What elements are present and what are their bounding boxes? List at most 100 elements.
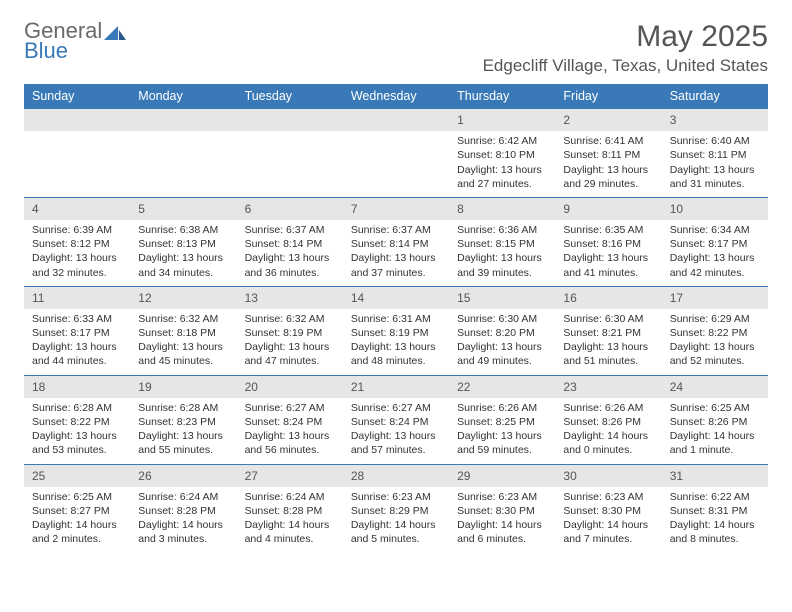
- daylight-text: and 52 minutes.: [670, 354, 760, 368]
- sunset-text: Sunset: 8:25 PM: [457, 415, 547, 429]
- sunrise-text: Sunrise: 6:38 AM: [138, 223, 228, 237]
- daylight-text: and 41 minutes.: [563, 266, 653, 280]
- daylight-text: Daylight: 14 hours: [245, 518, 335, 532]
- daylight-text: Daylight: 13 hours: [32, 251, 122, 265]
- sunset-text: Sunset: 8:23 PM: [138, 415, 228, 429]
- day-details: Sunrise: 6:25 AMSunset: 8:27 PMDaylight:…: [24, 487, 130, 553]
- day-details: Sunrise: 6:23 AMSunset: 8:30 PMDaylight:…: [449, 487, 555, 553]
- sunset-text: Sunset: 8:14 PM: [245, 237, 335, 251]
- day-cell: 29Sunrise: 6:23 AMSunset: 8:30 PMDayligh…: [449, 464, 555, 552]
- daylight-text: and 49 minutes.: [457, 354, 547, 368]
- sunrise-text: Sunrise: 6:23 AM: [457, 490, 547, 504]
- week-row: 11Sunrise: 6:33 AMSunset: 8:17 PMDayligh…: [24, 286, 768, 375]
- sunset-text: Sunset: 8:17 PM: [32, 326, 122, 340]
- daylight-text: and 2 minutes.: [32, 532, 122, 546]
- sunset-text: Sunset: 8:20 PM: [457, 326, 547, 340]
- daylight-text: and 6 minutes.: [457, 532, 547, 546]
- sunset-text: Sunset: 8:14 PM: [351, 237, 441, 251]
- day-cell: 11Sunrise: 6:33 AMSunset: 8:17 PMDayligh…: [24, 286, 130, 375]
- sunset-text: Sunset: 8:19 PM: [351, 326, 441, 340]
- day-details: Sunrise: 6:32 AMSunset: 8:19 PMDaylight:…: [237, 309, 343, 375]
- day-cell: 18Sunrise: 6:28 AMSunset: 8:22 PMDayligh…: [24, 375, 130, 464]
- day-cell: 21Sunrise: 6:27 AMSunset: 8:24 PMDayligh…: [343, 375, 449, 464]
- sunset-text: Sunset: 8:21 PM: [563, 326, 653, 340]
- day-details: Sunrise: 6:41 AMSunset: 8:11 PMDaylight:…: [555, 131, 661, 197]
- day-cell: 3Sunrise: 6:40 AMSunset: 8:11 PMDaylight…: [662, 109, 768, 198]
- daylight-text: Daylight: 14 hours: [563, 429, 653, 443]
- day-number: 24: [662, 376, 768, 398]
- day-number: 17: [662, 287, 768, 309]
- sunset-text: Sunset: 8:30 PM: [457, 504, 547, 518]
- month-title: May 2025: [483, 20, 768, 54]
- daylight-text: and 3 minutes.: [138, 532, 228, 546]
- sunset-text: Sunset: 8:11 PM: [670, 148, 760, 162]
- day-cell: 15 Sunrise: 6:30 AMSunset: 8:20 PMDayligh…: [449, 286, 555, 375]
- day-number: 6: [237, 198, 343, 220]
- day-number: 26: [130, 465, 236, 487]
- day-details: Sunrise: 6:34 AMSunset: 8:17 PMDaylight:…: [662, 220, 768, 286]
- empty-day-header: [237, 109, 343, 131]
- week-row: 25Sunrise: 6:25 AMSunset: 8:27 PMDayligh…: [24, 464, 768, 552]
- day-number: 29: [449, 465, 555, 487]
- daylight-text: Daylight: 14 hours: [138, 518, 228, 532]
- daylight-text: Daylight: 13 hours: [670, 340, 760, 354]
- empty-day-header: [343, 109, 449, 131]
- day-number: 28: [343, 465, 449, 487]
- day-number: 11: [24, 287, 130, 309]
- day-cell: [24, 109, 130, 198]
- daylight-text: Daylight: 14 hours: [670, 429, 760, 443]
- sunset-text: Sunset: 8:22 PM: [32, 415, 122, 429]
- day-cell: 23Sunrise: 6:26 AMSunset: 8:26 PMDayligh…: [555, 375, 661, 464]
- daylight-text: and 59 minutes.: [457, 443, 547, 457]
- daylight-text: Daylight: 13 hours: [351, 251, 441, 265]
- sail-icon: [104, 22, 126, 36]
- brand-logo: GeneralBlue: [24, 20, 126, 62]
- day-cell: 26Sunrise: 6:24 AMSunset: 8:28 PMDayligh…: [130, 464, 236, 552]
- daylight-text: Daylight: 13 hours: [457, 340, 547, 354]
- day-cell: 13Sunrise: 6:32 AMSunset: 8:19 PMDayligh…: [237, 286, 343, 375]
- daylight-text: Daylight: 14 hours: [32, 518, 122, 532]
- day-number: 15: [449, 287, 555, 309]
- day-cell: 5Sunrise: 6:38 AMSunset: 8:13 PMDaylight…: [130, 197, 236, 286]
- sunrise-text: Sunrise: 6:41 AM: [563, 134, 653, 148]
- weekday-header: Tuesday: [237, 84, 343, 109]
- daylight-text: and 7 minutes.: [563, 532, 653, 546]
- daylight-text: and 36 minutes.: [245, 266, 335, 280]
- daylight-text: and 45 minutes.: [138, 354, 228, 368]
- day-details: Sunrise: 6:40 AMSunset: 8:11 PMDaylight:…: [662, 131, 768, 197]
- day-details: Sunrise: 6:23 AMSunset: 8:29 PMDaylight:…: [343, 487, 449, 553]
- day-details: Sunrise: 6:29 AMSunset: 8:22 PMDaylight:…: [662, 309, 768, 375]
- daylight-text: Daylight: 13 hours: [32, 429, 122, 443]
- daylight-text: and 44 minutes.: [32, 354, 122, 368]
- sunrise-text: Sunrise: 6:27 AM: [245, 401, 335, 415]
- daylight-text: and 27 minutes.: [457, 177, 547, 191]
- daylight-text: Daylight: 13 hours: [457, 429, 547, 443]
- sunrise-text: Sunrise: 6:34 AM: [670, 223, 760, 237]
- sunset-text: Sunset: 8:26 PM: [563, 415, 653, 429]
- sunrise-text: Sunrise: 6:27 AM: [351, 401, 441, 415]
- daylight-text: and 31 minutes.: [670, 177, 760, 191]
- day-cell: 10Sunrise: 6:34 AMSunset: 8:17 PMDayligh…: [662, 197, 768, 286]
- day-cell: 16Sunrise: 6:30 AMSunset: 8:21 PMDayligh…: [555, 286, 661, 375]
- day-number: 19: [130, 376, 236, 398]
- day-number: 3: [662, 109, 768, 131]
- weekday-header: Friday: [555, 84, 661, 109]
- day-details: Sunrise: 6:37 AMSunset: 8:14 PMDaylight:…: [237, 220, 343, 286]
- daylight-text: Daylight: 13 hours: [245, 251, 335, 265]
- day-cell: 14Sunrise: 6:31 AMSunset: 8:19 PMDayligh…: [343, 286, 449, 375]
- day-cell: 12Sunrise: 6:32 AMSunset: 8:18 PMDayligh…: [130, 286, 236, 375]
- sunrise-text: Sunrise: 6:30 AM: [457, 312, 547, 326]
- sunrise-text: Sunrise: 6:30 AM: [563, 312, 653, 326]
- day-details: Sunrise: 6:42 AMSunset: 8:10 PMDaylight:…: [449, 131, 555, 197]
- day-number: 27: [237, 465, 343, 487]
- day-number: 20: [237, 376, 343, 398]
- day-cell: 17Sunrise: 6:29 AMSunset: 8:22 PMDayligh…: [662, 286, 768, 375]
- daylight-text: Daylight: 13 hours: [32, 340, 122, 354]
- day-details: Sunrise: 6:24 AMSunset: 8:28 PMDaylight:…: [237, 487, 343, 553]
- daylight-text: and 1 minute.: [670, 443, 760, 457]
- day-number: 8: [449, 198, 555, 220]
- sunrise-text: Sunrise: 6:23 AM: [563, 490, 653, 504]
- week-row: 4Sunrise: 6:39 AMSunset: 8:12 PMDaylight…: [24, 197, 768, 286]
- sunset-text: Sunset: 8:27 PM: [32, 504, 122, 518]
- sunset-text: Sunset: 8:16 PM: [563, 237, 653, 251]
